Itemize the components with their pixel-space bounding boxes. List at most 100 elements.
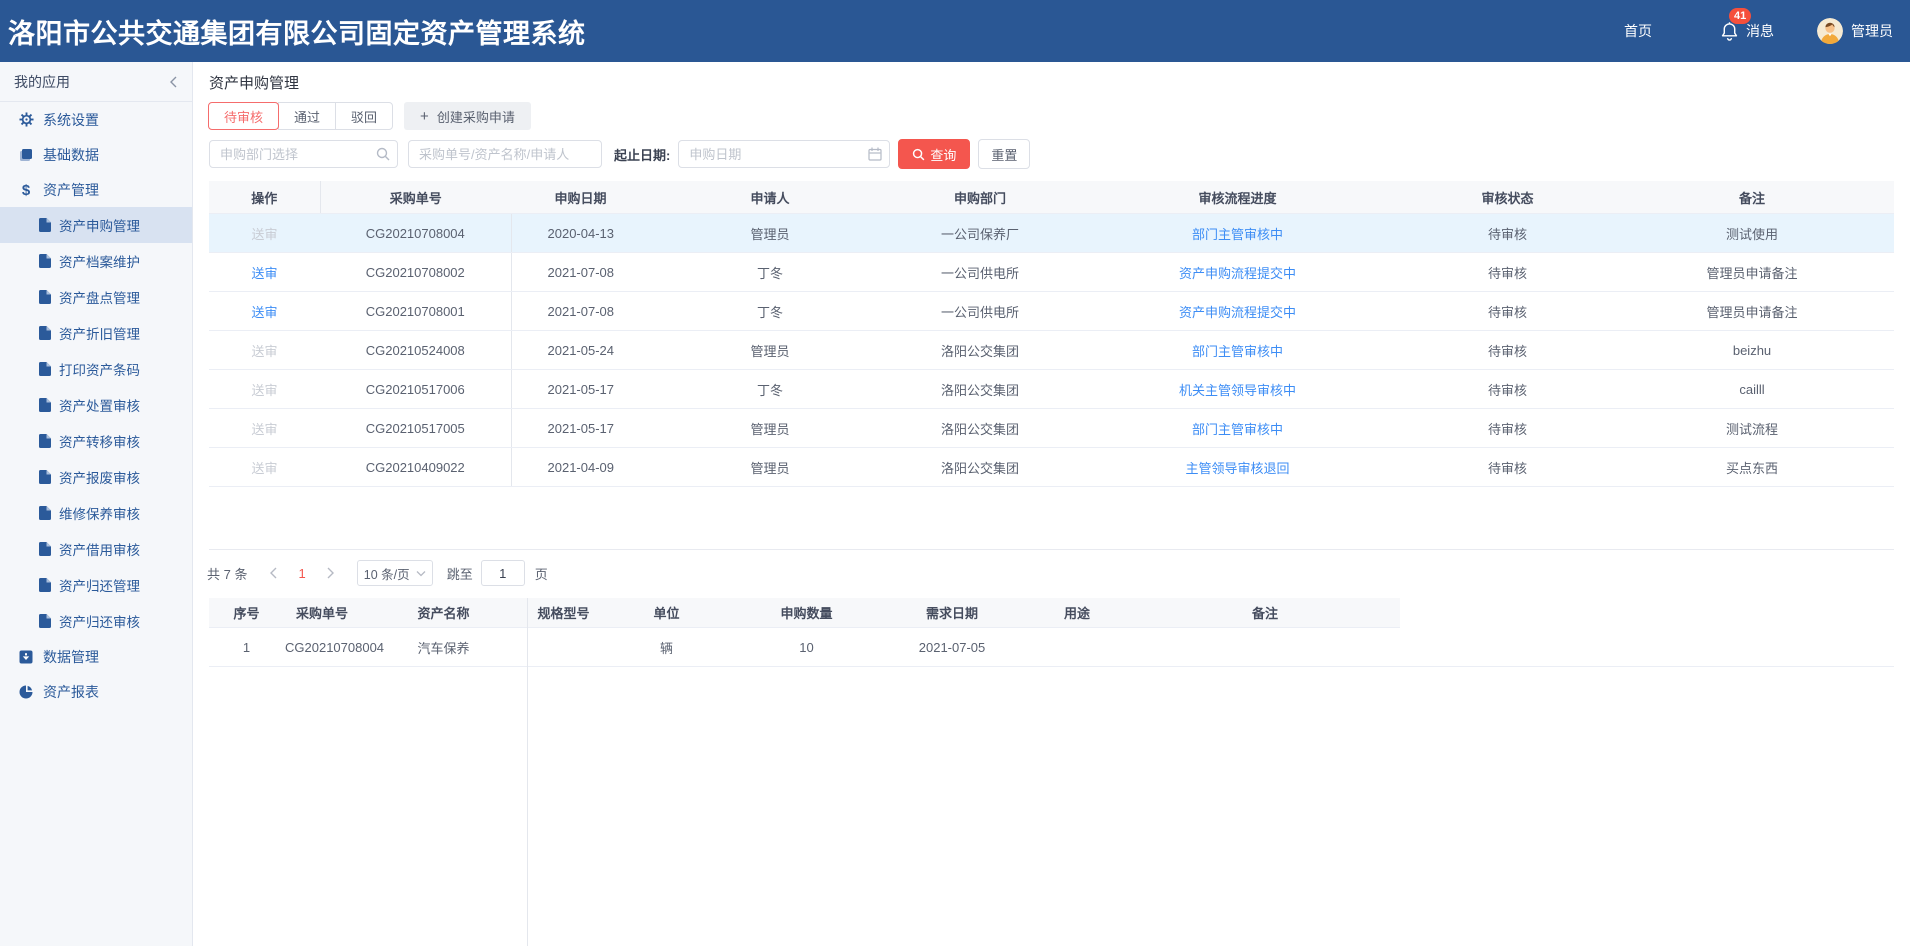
svg-text:$: $	[22, 182, 31, 198]
nav-messages[interactable]: 41 消息	[1720, 7, 1774, 42]
asset-name-cell: 汽车保养	[360, 627, 527, 667]
send-review-action[interactable]: 送审	[251, 265, 278, 281]
sidebar-item[interactable]: 打印资产条码	[0, 351, 192, 387]
query-button[interactable]: 查询	[898, 139, 971, 169]
pagination: 共 7 条 1 10 条/页 跳至 页	[207, 560, 548, 586]
review-progress-link[interactable]: 主管领导审核退回	[1185, 460, 1290, 476]
order-no-cell: CG20210708002	[320, 252, 512, 292]
status-tab[interactable]: 通过	[278, 102, 337, 130]
send-review-action[interactable]: 送审	[251, 460, 278, 476]
nav-user[interactable]: 管理员	[1817, 18, 1893, 44]
sidebar-item[interactable]: 基础数据	[0, 137, 192, 172]
column-header: 规格型号	[527, 598, 600, 628]
review-status-cell: 待审核	[1405, 447, 1610, 487]
sidebar-item-label: 打印资产条码	[59, 363, 140, 378]
order-row[interactable]: 送审 CG20210708001 2021-07-08 丁冬 一公司供电所 资产…	[209, 291, 1894, 331]
sidebar-item[interactable]: 数据管理	[0, 639, 192, 674]
send-review-action[interactable]: 送审	[251, 343, 278, 359]
bell-icon: 41	[1720, 7, 1752, 42]
purchase-date-cell: 2020-04-13	[511, 213, 650, 253]
status-tab[interactable]: 待审核	[208, 102, 280, 130]
sidebar-item-label: 资产报表	[43, 683, 99, 700]
purchase-date-input[interactable]	[678, 140, 891, 168]
send-review-action[interactable]: 送审	[251, 304, 278, 320]
current-page-button[interactable]: 1	[298, 565, 306, 581]
page-size-select[interactable]: 10 条/页	[356, 560, 433, 586]
sidebar-item[interactable]: 系统设置	[0, 102, 192, 137]
order-row[interactable]: 送审 CG20210409022 2021-04-09 管理员 洛阳公交集团 主…	[209, 447, 1894, 487]
review-progress-link[interactable]: 部门主管审核中	[1191, 343, 1283, 359]
send-review-action[interactable]: 送审	[251, 226, 278, 242]
status-tab[interactable]: 驳回	[335, 102, 394, 130]
dollar-icon: $	[18, 182, 34, 198]
applicant-cell: 管理员	[650, 213, 890, 253]
sidebar-item-label: 数据管理	[43, 648, 99, 665]
sidebar-item[interactable]: 资产报废审核	[0, 459, 192, 495]
data-icon	[18, 650, 34, 664]
sidebar-item[interactable]: 资产转移审核	[0, 423, 192, 459]
sidebar-item[interactable]: 资产档案维护	[0, 243, 192, 279]
search-icon	[913, 148, 925, 160]
order-row[interactable]: 送审 CG20210517005 2021-05-17 管理员 洛阳公交集团 部…	[209, 408, 1894, 448]
send-review-action[interactable]: 送审	[251, 382, 278, 398]
page-suffix-label: 页	[534, 566, 548, 582]
orders-table-header: 操作 采购单号 申购日期 申请人 申购部门 审核流程进度 审核状态 备注	[209, 181, 1894, 214]
applicant-cell: 管理员	[650, 330, 890, 370]
send-review-action[interactable]: 送审	[251, 421, 278, 437]
review-status-cell: 待审核	[1405, 252, 1610, 292]
nav-home[interactable]: 首页	[1624, 23, 1652, 39]
index-cell: 1	[209, 627, 284, 667]
order-no-cell: CG20210517005	[320, 408, 512, 448]
applicant-cell: 丁冬	[650, 369, 890, 409]
review-progress-link[interactable]: 部门主管审核中	[1191, 226, 1283, 242]
sidebar-collapse-button[interactable]	[169, 76, 178, 88]
order-row[interactable]: 送审 CG20210708004 2020-04-13 管理员 一公司保养厂 部…	[209, 213, 1894, 253]
order-row[interactable]: 送审 CG20210517006 2021-05-17 丁冬 洛阳公交集团 机关…	[209, 369, 1894, 409]
department-cell: 洛阳公交集团	[890, 408, 1070, 448]
sidebar-item-label: 资产借用审核	[59, 543, 140, 558]
books-icon	[18, 148, 34, 162]
review-progress-link[interactable]: 机关主管领导审核中	[1178, 382, 1296, 398]
pie-icon	[18, 685, 34, 699]
reset-button[interactable]: 重置	[978, 139, 1031, 169]
department-cell: 洛阳公交集团	[890, 447, 1070, 487]
sidebar-item[interactable]: 资产借用审核	[0, 531, 192, 567]
sidebar-header: 我的应用	[0, 62, 192, 102]
department-cell: 一公司保养厂	[890, 213, 1070, 253]
order-row[interactable]: 送审 CG20210524008 2021-05-24 管理员 洛阳公交集团 部…	[209, 330, 1894, 370]
review-progress-link[interactable]: 资产申购流程提交中	[1178, 265, 1296, 281]
sidebar-item[interactable]: 资产申购管理	[0, 207, 192, 243]
file-icon	[38, 398, 51, 412]
sidebar-item[interactable]: 资产折旧管理	[0, 315, 192, 351]
orders-table: 操作 采购单号 申购日期 申请人 申购部门 审核流程进度 审核状态 备注 送审 CG20210…	[209, 181, 1894, 487]
purchase-date-cell: 2021-05-17	[511, 369, 650, 409]
page-size-value: 10 条/页	[363, 567, 410, 582]
sidebar-item[interactable]: 资产报表	[0, 674, 192, 709]
review-progress-link[interactable]: 资产申购流程提交中	[1178, 304, 1296, 320]
sidebar-item-label: 基础数据	[43, 146, 99, 163]
prev-page-button[interactable]	[269, 567, 278, 579]
column-header: 审核状态	[1405, 181, 1610, 214]
keyword-input[interactable]	[408, 140, 602, 168]
sidebar-item-label: 资产申购管理	[59, 219, 140, 234]
jump-to-page-input[interactable]	[480, 560, 525, 586]
order-row[interactable]: 送审 CG20210708002 2021-07-08 丁冬 一公司供电所 资产…	[209, 252, 1894, 292]
create-purchase-request-button[interactable]: + 创建采购申请	[404, 102, 531, 130]
sidebar-item[interactable]: $ 资产管理	[0, 172, 192, 207]
sidebar-menu: 系统设置 基础数据 $ 资产管理 资产申购管理 资产档案维护	[0, 102, 192, 709]
review-progress-link[interactable]: 部门主管审核中	[1191, 421, 1283, 437]
sidebar-item[interactable]: 资产盘点管理	[0, 279, 192, 315]
sidebar-item[interactable]: 资产归还审核	[0, 603, 192, 639]
sidebar-item-label: 资产归还审核	[59, 615, 140, 630]
sidebar-item[interactable]: 资产处置审核	[0, 387, 192, 423]
review-status-cell: 待审核	[1405, 369, 1610, 409]
next-page-button[interactable]	[326, 567, 335, 579]
department-select-input[interactable]	[209, 140, 398, 168]
sidebar-header-label: 我的应用	[14, 73, 70, 90]
plus-icon: +	[420, 107, 429, 125]
jump-to-label: 跳至	[446, 566, 473, 582]
sidebar-item[interactable]: 维修保养审核	[0, 495, 192, 531]
filler-cell	[1400, 627, 1894, 667]
sidebar-item[interactable]: 资产归还管理	[0, 567, 192, 603]
review-status-cell: 待审核	[1405, 291, 1610, 331]
